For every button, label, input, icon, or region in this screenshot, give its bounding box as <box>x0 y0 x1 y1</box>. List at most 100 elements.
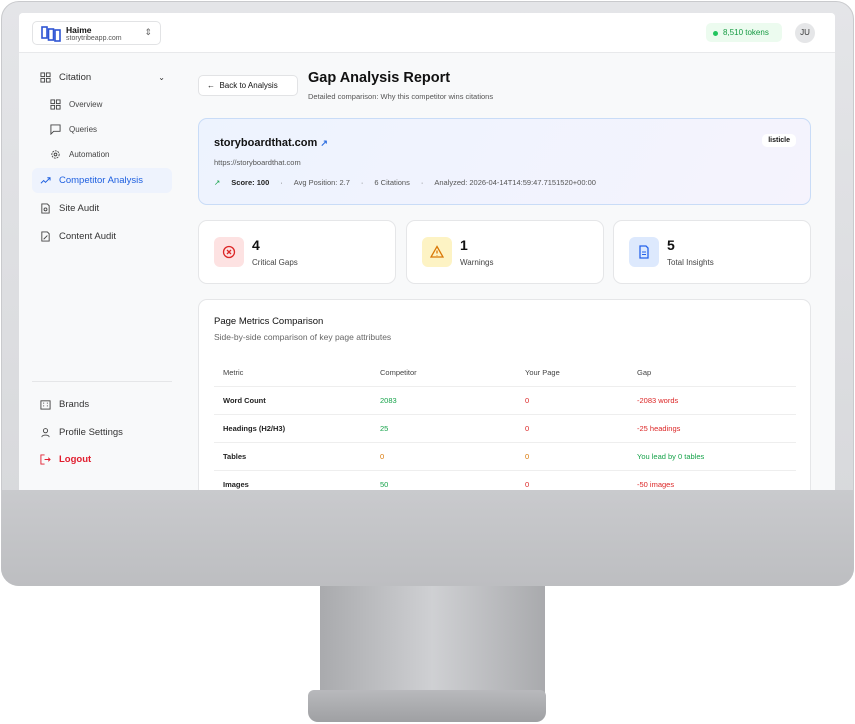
brand-logo-icon <box>41 26 61 42</box>
logout-icon <box>40 454 51 465</box>
arrow-left-icon: ← <box>207 81 215 90</box>
grid-icon <box>50 99 61 110</box>
token-badge: 8,510 tokens <box>706 23 782 42</box>
brand-domain: storytribeapp.com <box>66 35 122 42</box>
sidebar-item-brands[interactable]: Brands <box>40 399 89 410</box>
sidebar-item-label: Site Audit <box>59 203 100 214</box>
back-label: Back to Analysis <box>219 81 278 90</box>
table-row: Word Count 2083 0 -2083 words <box>214 385 796 414</box>
metric-name: Tables <box>214 441 371 470</box>
sidebar-item-site-audit[interactable]: Site Audit <box>40 203 99 214</box>
competitor-value: 25 <box>371 413 516 442</box>
separator-dot: · <box>280 178 283 187</box>
stat-total-insights: 5 Total Insights <box>613 220 811 284</box>
competitor-domain: storyboardthat.com ↗ <box>214 137 328 149</box>
table-row: Images 50 0 -50 images <box>214 469 796 490</box>
stat-value: 4 <box>252 237 260 253</box>
competitor-value: 0 <box>371 441 516 470</box>
separator-dot: · <box>420 178 424 187</box>
sidebar-item-label: Brands <box>59 399 90 410</box>
sidebar-item-overview[interactable]: Overview <box>50 99 102 110</box>
table-row: Headings (H2/H3) 25 0 -25 headings <box>214 413 796 442</box>
user-icon <box>41 428 50 438</box>
brand-name: Haime <box>66 25 92 35</box>
table-row: Tables 0 0 You lead by 0 tables <box>214 441 796 470</box>
document-icon <box>629 237 659 267</box>
page-title: Gap Analysis Report <box>308 70 451 86</box>
gap-value: -25 headings <box>628 413 796 442</box>
app-screen: Haime storytribeapp.com ⇕ 8,510 tokens J… <box>19 13 835 490</box>
sidebar-item-label: Queries <box>69 125 98 134</box>
stat-warnings: 1 Warnings <box>406 220 604 284</box>
stat-label: Warnings <box>460 258 494 267</box>
sidebar-item-queries[interactable]: Queries <box>50 124 97 135</box>
score: Score: 100 <box>231 178 270 187</box>
monitor-base <box>308 690 546 722</box>
building-icon <box>40 400 51 410</box>
card-subtitle: Side-by-side comparison of key page attr… <box>214 332 392 342</box>
sidebar-item-label: Logout <box>59 454 92 465</box>
sidebar-divider <box>32 381 172 382</box>
column-header: Gap <box>637 368 652 378</box>
sidebar-item-label: Overview <box>69 100 103 109</box>
trending-up-icon <box>40 177 51 184</box>
page-metrics-card: Page Metrics Comparison Side-by-side com… <box>198 299 811 490</box>
metrics-table: Metric Competitor Your Page Gap Word Cou… <box>214 360 796 490</box>
metric-name: Word Count <box>214 385 371 414</box>
your-value: 0 <box>516 385 628 414</box>
sidebar-item-label: Content Audit <box>59 231 117 242</box>
metric-name: Headings (H2/H3) <box>214 413 371 442</box>
file-edit-icon <box>41 231 50 242</box>
separator-dot: · <box>360 178 364 187</box>
x-circle-icon <box>214 237 244 267</box>
stat-label: Total Insights <box>667 258 714 267</box>
brand-switcher[interactable]: Haime storytribeapp.com ⇕ <box>32 21 161 45</box>
sidebar: Citation ⌄ Overview Queries Automation C… <box>19 54 184 490</box>
stat-value: 1 <box>460 237 468 253</box>
sidebar-item-label: Citation <box>59 72 92 83</box>
column-header: Your Page <box>525 368 560 378</box>
gear-icon <box>51 150 60 159</box>
logout-button[interactable]: Logout <box>40 454 91 465</box>
your-value: 0 <box>516 441 628 470</box>
sidebar-item-label: Competitor Analysis <box>59 175 143 186</box>
stat-label: Critical Gaps <box>252 258 298 267</box>
gap-value: -2083 words <box>628 385 796 414</box>
warning-icon <box>422 237 452 267</box>
sidebar-item-automation[interactable]: Automation <box>50 149 109 160</box>
analyzed-timestamp: Analyzed: 2026-04-14T14:59:47.7151520+00… <box>434 178 596 187</box>
content-type-badge: listicle <box>762 134 796 147</box>
sidebar-item-citation[interactable]: Citation ⌄ <box>40 72 165 83</box>
avg-position: Avg Position: 2.7 <box>293 178 350 187</box>
back-to-analysis-button[interactable]: ← Back to Analysis <box>198 75 298 96</box>
avatar[interactable]: JU <box>795 23 815 43</box>
citations: 6 Citations <box>374 178 410 187</box>
stat-critical-gaps: 4 Critical Gaps <box>198 220 396 284</box>
top-bar: Haime storytribeapp.com ⇕ 8,510 tokens J… <box>19 13 835 53</box>
competitor-value: 2083 <box>371 385 516 414</box>
competitor-domain-text: storyboardthat.com <box>214 137 318 149</box>
stat-value: 5 <box>667 237 675 253</box>
gap-value: -50 images <box>628 469 796 490</box>
monitor-stand <box>320 586 545 696</box>
page-subtitle: Detailed comparison: Why this competitor… <box>308 92 494 101</box>
sidebar-item-competitor-analysis[interactable]: Competitor Analysis <box>32 168 172 193</box>
sidebar-item-label: Profile Settings <box>59 427 123 438</box>
competitor-card: storyboardthat.com ↗ https://storyboardt… <box>198 118 811 205</box>
external-link-icon[interactable]: ↗ <box>320 138 328 148</box>
gap-value: You lead by 0 tables <box>628 441 796 470</box>
sidebar-item-label: Automation <box>69 150 110 159</box>
chevron-updown-icon: ⇕ <box>144 27 152 37</box>
competitor-meta: ↗ Score: 100 · Avg Position: 2.7 · 6 Citat… <box>214 178 596 187</box>
sidebar-item-content-audit[interactable]: Content Audit <box>40 231 116 242</box>
table-header-row: Metric Competitor Your Page Gap <box>214 360 796 386</box>
chevron-down-icon: ⌄ <box>158 73 165 82</box>
metric-name: Images <box>214 469 371 490</box>
competitor-value: 50 <box>371 469 516 490</box>
column-header: Metric <box>223 368 244 378</box>
card-title: Page Metrics Comparison <box>214 316 324 327</box>
sidebar-item-profile-settings[interactable]: Profile Settings <box>40 427 123 438</box>
your-value: 0 <box>516 413 628 442</box>
message-icon <box>50 124 61 135</box>
monitor-chin <box>1 490 854 586</box>
